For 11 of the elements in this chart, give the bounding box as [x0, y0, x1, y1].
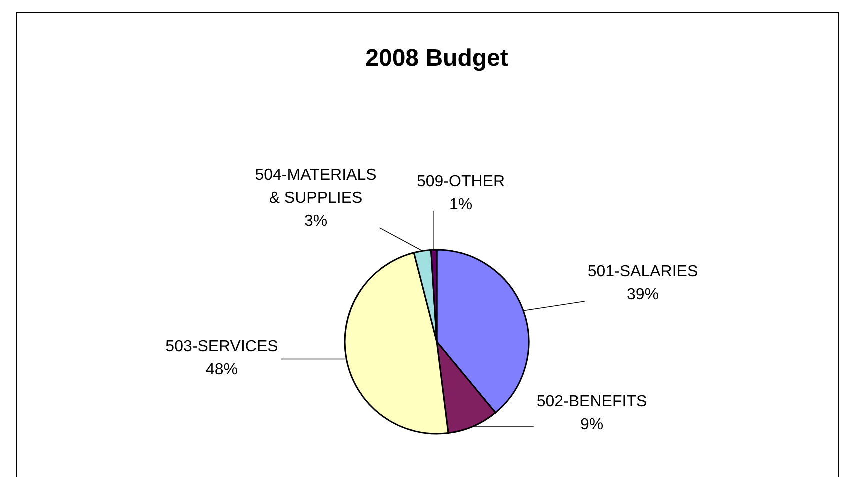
slice-label: 502-BENEFITS — [536, 394, 648, 410]
data-label: 9% — [580, 416, 604, 434]
slice-label: 501-SALARIES — [588, 264, 698, 280]
data-label: 1% — [449, 196, 473, 214]
slice-label: 503-SERVICES — [166, 338, 278, 356]
data-label: 3% — [304, 213, 328, 230]
data-label: 48% — [206, 362, 238, 378]
chart-title: 2008 Budget — [366, 45, 508, 72]
data-label: 39% — [626, 286, 660, 304]
slice-label: 509-OTHER — [416, 174, 506, 190]
slice-label: 504-MATERIALS & SUPPLIES — [255, 167, 377, 207]
